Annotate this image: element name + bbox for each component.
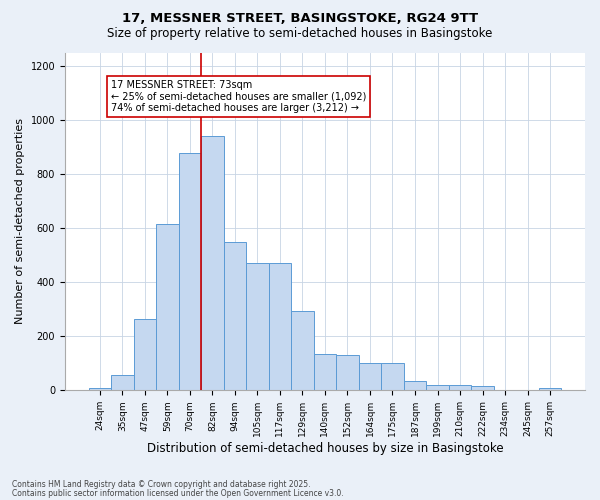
Bar [336, 355, 359, 390]
Bar [426, 385, 449, 390]
Bar [404, 381, 426, 390]
Text: Contains HM Land Registry data © Crown copyright and database right 2025.: Contains HM Land Registry data © Crown c… [12, 480, 311, 489]
Bar [134, 318, 156, 390]
Bar [449, 386, 471, 390]
Bar [314, 354, 336, 391]
Text: Contains public sector information licensed under the Open Government Licence v3: Contains public sector information licen… [12, 488, 344, 498]
Bar [179, 152, 201, 390]
Bar [539, 388, 562, 390]
Bar [156, 224, 179, 390]
Bar [359, 364, 381, 390]
Text: 17, MESSNER STREET, BASINGSTOKE, RG24 9TT: 17, MESSNER STREET, BASINGSTOKE, RG24 9T… [122, 12, 478, 26]
Bar [471, 386, 494, 390]
Bar [201, 136, 224, 390]
Bar [246, 264, 269, 390]
Bar [224, 242, 246, 390]
Y-axis label: Number of semi-detached properties: Number of semi-detached properties [15, 118, 25, 324]
X-axis label: Distribution of semi-detached houses by size in Basingstoke: Distribution of semi-detached houses by … [146, 442, 503, 455]
Bar [291, 310, 314, 390]
Bar [269, 264, 291, 390]
Text: Size of property relative to semi-detached houses in Basingstoke: Size of property relative to semi-detach… [107, 28, 493, 40]
Bar [89, 388, 111, 390]
Bar [381, 364, 404, 390]
Text: 17 MESSNER STREET: 73sqm
← 25% of semi-detached houses are smaller (1,092)
74% o: 17 MESSNER STREET: 73sqm ← 25% of semi-d… [111, 80, 367, 112]
Bar [111, 376, 134, 390]
